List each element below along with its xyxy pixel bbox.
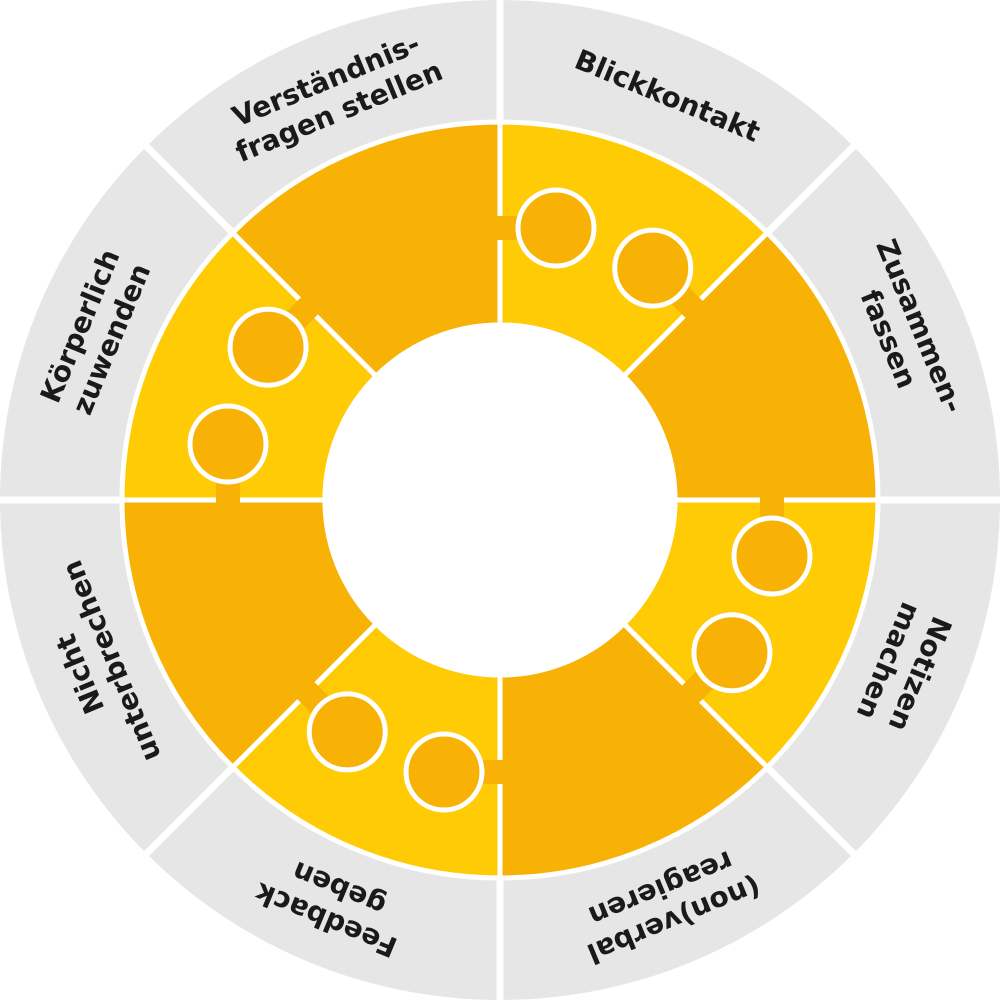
ring-divider (761, 140, 860, 239)
puzzle-tab-joint (322, 707, 347, 732)
puzzle-tab-joint (216, 456, 240, 467)
puzzle-tab (612, 227, 694, 309)
puzzle-tab-joint (653, 268, 678, 293)
puzzle-tab-joint (707, 653, 732, 678)
puzzle-tab (731, 515, 813, 597)
puzzle-tab-joint (268, 322, 293, 347)
puzzle-tab (403, 731, 485, 813)
segment-label-notizen-machen: Notizenmachen (850, 598, 959, 738)
ring-divider (140, 761, 239, 860)
puzzle-tab (306, 691, 388, 773)
ring-divider (140, 140, 239, 239)
puzzle-tab (515, 187, 597, 269)
puzzle-tab-joint (760, 533, 784, 544)
puzzle-tab-joint (533, 216, 544, 240)
center-circle (322, 322, 678, 678)
ring-divider (761, 761, 860, 860)
puzzle-tab-joint (456, 760, 467, 784)
puzzle-tab (227, 306, 309, 388)
puzzle-ring (119, 119, 881, 881)
puzzle-tab (187, 403, 269, 485)
puzzle-tab (691, 612, 773, 694)
